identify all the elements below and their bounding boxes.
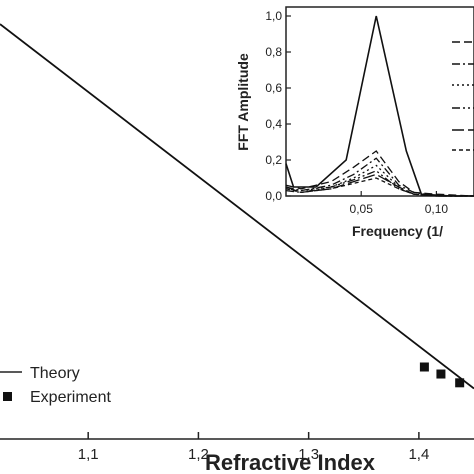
series-experiment-point xyxy=(419,362,429,372)
inset-series-line-shortdash xyxy=(285,177,474,197)
inset-series xyxy=(285,15,474,197)
main-legend: Theory Experiment xyxy=(0,365,111,406)
inset-frame xyxy=(285,6,474,197)
main-x-tick-label: 1,3 xyxy=(298,446,319,463)
legend-experiment-label: Experiment xyxy=(30,389,111,406)
inset-y-tick-label: 0,6 xyxy=(265,81,282,95)
main-series xyxy=(0,23,474,390)
inset-x-tick-label: 0,05 xyxy=(350,202,374,216)
main-plot: 1,1 1,2 1,3 1,4 Refractive Index Theory Exp… xyxy=(0,23,474,474)
legend-theory-label: Theory xyxy=(30,365,80,382)
inset-x-axis-label: Frequency (1/ xyxy=(352,223,443,239)
inset-y-tick-label: 0,2 xyxy=(265,153,282,167)
inset-ticks: 0,0 0,2 0,4 0,6 0,8 1,0 0,05 0,10 xyxy=(265,9,448,216)
inset-y-tick-label: 1,0 xyxy=(265,9,282,23)
inset-y-tick-label: 0,4 xyxy=(265,117,282,131)
series-experiment-point xyxy=(436,369,446,379)
inset-plot: 0,0 0,2 0,4 0,6 0,8 1,0 0,05 0,10 FFT Amplitude… xyxy=(235,6,474,239)
inset-series-line-dot xyxy=(285,164,474,197)
inset-y-tick-label: 0,0 xyxy=(265,189,282,203)
inset-y-axis-label: FFT Amplitude xyxy=(235,53,251,151)
series-experiment-point xyxy=(455,378,465,388)
inset-x-tick-label: 0,10 xyxy=(425,202,449,216)
main-x-axis-label: Refractive Index xyxy=(205,450,376,474)
legend-experiment-swatch xyxy=(3,392,12,401)
inset-series-line-dash xyxy=(285,150,474,197)
main-x-ticks: 1,1 1,2 1,3 1,4 xyxy=(78,432,429,463)
main-x-tick-label: 1,4 xyxy=(408,446,429,463)
series-theory-line xyxy=(0,23,474,390)
main-x-tick-label: 1,2 xyxy=(188,446,209,463)
main-x-tick-label: 1,1 xyxy=(78,446,99,463)
inset-y-tick-label: 0,8 xyxy=(265,45,282,59)
